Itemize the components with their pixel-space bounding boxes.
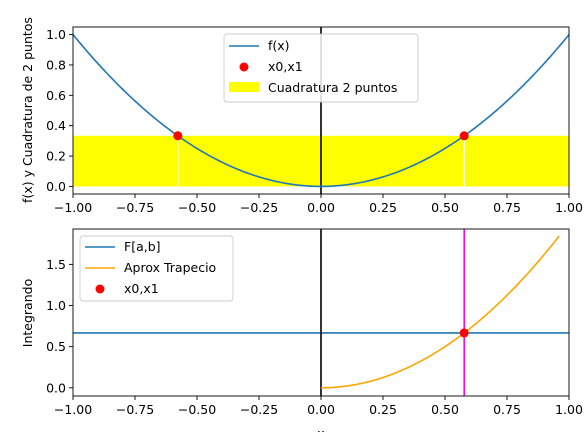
top-panel: −1.00 −0.75 −0.50 −0.25 0.00 0.25 0.50 0.75 1.00… <box>20 17 583 215</box>
top-y-tick-label: 0.2 <box>46 149 66 164</box>
legend-Fab-label: F[a,b] <box>124 239 161 254</box>
top-x-tick-label: 0.25 <box>369 200 397 215</box>
bottom-x-tick-label: −0.25 <box>240 402 278 417</box>
bottom-y-ticks: 0.0 0.5 1.0 1.5 <box>46 257 73 395</box>
bottom-point <box>459 328 469 338</box>
top-x-tick-label: 1.00 <box>555 200 583 215</box>
point-marker <box>173 131 183 141</box>
top-legend: f(x) x0,x1 Cuadratura 2 puntos <box>223 33 419 103</box>
bottom-x-tick-label: 0.25 <box>369 402 397 417</box>
quad-bar <box>73 135 178 187</box>
top-points <box>173 131 469 141</box>
bottom-y-tick-label: 0.5 <box>46 339 66 354</box>
top-x-tick-label: 0.00 <box>307 200 335 215</box>
bottom-y-axis-label: Integrando <box>20 279 35 347</box>
bottom-x-axis-label: x <box>317 426 324 432</box>
top-x-tick-label: −0.25 <box>240 200 278 215</box>
top-y-tick-label: 0.6 <box>46 88 66 103</box>
bottom-x-ticks: −1.00 −0.75 −0.50 −0.25 0.00 0.25 0.50 0.75 1.00 <box>54 396 583 417</box>
legend-trap-label: Aprox Trapecio <box>124 260 216 275</box>
legend-points-label: x0,x1 <box>268 59 303 74</box>
legend-quad-label: Cuadratura 2 puntos <box>268 80 397 95</box>
bottom-x-tick-label: 0.00 <box>307 402 335 417</box>
quad-bar <box>464 135 569 187</box>
top-bar-gaps <box>177 135 465 187</box>
top-y-tick-label: 0.8 <box>46 57 66 72</box>
bottom-x-tick-label: 0.50 <box>431 402 459 417</box>
legend-bottom-points-label: x0,x1 <box>124 281 159 296</box>
top-x-tick-label: 0.50 <box>431 200 459 215</box>
top-x-ticks: −1.00 −0.75 −0.50 −0.25 0.00 0.25 0.50 0.75 1.00 <box>54 194 583 215</box>
bottom-trapezoid-curve <box>320 235 560 389</box>
top-x-tick-label: −1.00 <box>54 200 92 215</box>
bottom-x-tick-label: 0.75 <box>493 402 521 417</box>
bottom-x-tick-label: −0.75 <box>116 402 154 417</box>
top-x-tick-label: −0.75 <box>116 200 154 215</box>
bottom-y-tick-label: 1.5 <box>46 257 66 272</box>
legend-points-swatch <box>239 62 249 72</box>
bottom-x-tick-label: −1.00 <box>54 402 92 417</box>
bottom-y-tick-label: 1.0 <box>46 298 66 313</box>
top-y-tick-label: 0.4 <box>46 118 66 133</box>
top-y-tick-label: 0.0 <box>46 179 66 194</box>
bottom-x-tick-label: −0.50 <box>178 402 216 417</box>
top-x-tick-label: 0.75 <box>493 200 521 215</box>
legend-bottom-points-swatch <box>95 284 105 294</box>
legend-quad-swatch <box>229 82 259 92</box>
point-marker <box>459 131 469 141</box>
bottom-panel: −1.00 −0.75 −0.50 −0.25 0.00 0.25 0.50 0.75 1.00… <box>20 228 583 432</box>
bottom-legend: F[a,b] Aprox Trapecio x0,x1 <box>79 235 234 302</box>
top-y-tick-label: 1.0 <box>46 27 66 42</box>
legend-fx-label: f(x) <box>268 38 290 53</box>
top-fx-curve <box>72 34 570 188</box>
top-y-axis-label: f(x) y Cuadratura de 2 puntos <box>20 17 35 203</box>
bottom-x-tick-label: 1.00 <box>555 402 583 417</box>
bottom-y-tick-label: 0.0 <box>46 380 66 395</box>
top-x-tick-label: −0.50 <box>178 200 216 215</box>
top-y-ticks: 0.0 0.2 0.4 0.6 0.8 1.0 <box>46 27 73 194</box>
